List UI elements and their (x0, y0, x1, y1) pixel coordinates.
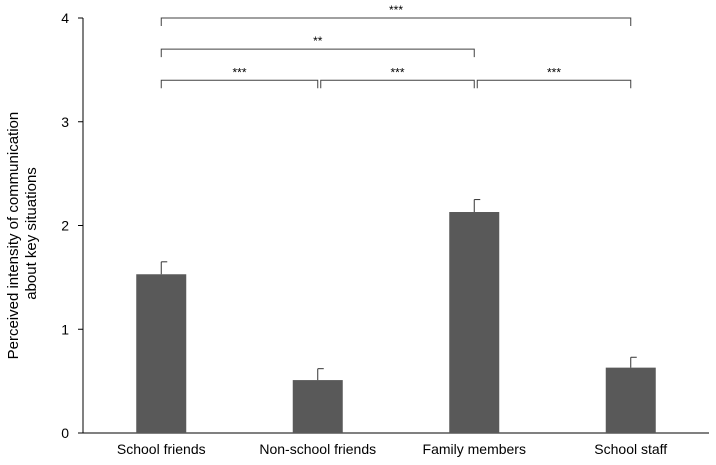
x-tick-label: School staff (594, 441, 667, 457)
significance-label: *** (389, 3, 403, 17)
significance-brackets: ******** *** *** (160, 3, 632, 89)
significance-label: *** (547, 65, 561, 79)
y-tick-label: 0 (61, 425, 69, 441)
error-bars (160, 199, 637, 381)
significance-bracket (160, 17, 632, 26)
y-axis-label-line-1: Perceived intensity of communication (5, 112, 22, 360)
significance-label: ** (313, 34, 323, 48)
significance-bracket (160, 48, 475, 58)
x-tick-labels: School friends Non-school friends Family m… (117, 441, 667, 457)
bar (605, 367, 656, 433)
x-tick-label: Family members (423, 441, 526, 457)
bar (292, 380, 343, 433)
significance-label: *** (390, 65, 404, 79)
bar (136, 274, 187, 433)
bar (449, 212, 500, 433)
y-tick-label: 2 (61, 218, 69, 234)
y-tick-label: 4 (61, 10, 69, 26)
significance-label: *** (232, 65, 246, 79)
x-tick-label: School friends (117, 441, 206, 457)
y-axis-label-line-2: about key situations (23, 167, 40, 300)
y-tick-label: 3 (61, 114, 69, 130)
x-tick-label: Non-school friends (259, 441, 376, 457)
bars (136, 212, 656, 433)
significance-bracket (160, 79, 319, 89)
significance-bracket (476, 79, 632, 89)
y-tick-label: 1 (61, 321, 69, 337)
y-ticks: 0 1 2 3 4 (61, 10, 83, 441)
y-axis-label: Perceived intensity of communication abo… (5, 108, 40, 360)
significance-bracket (320, 79, 475, 89)
